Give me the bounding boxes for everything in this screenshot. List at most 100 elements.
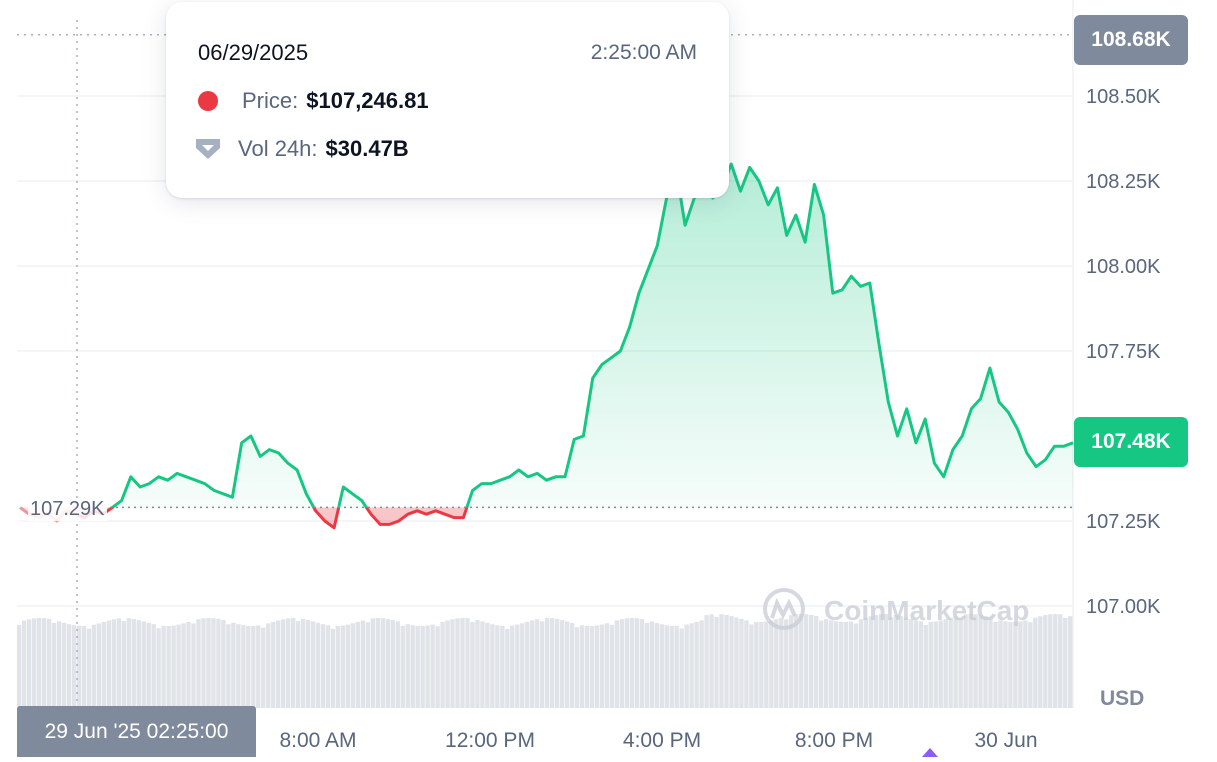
- volume-bar: [804, 614, 809, 708]
- volume-bar: [838, 621, 844, 708]
- volume-bar: [86, 628, 92, 708]
- volume-bar: [246, 625, 251, 708]
- volume-bar: [470, 621, 475, 708]
- volume-bar: [186, 621, 191, 708]
- volume-bar: [943, 619, 948, 708]
- volume-bar: [988, 617, 993, 708]
- volume-bar: [310, 621, 316, 708]
- volume-bar: [485, 622, 490, 708]
- volume-bar: [146, 622, 151, 708]
- volume-bar: [828, 620, 834, 708]
- volume-bar: [724, 614, 729, 708]
- volume-bar: [191, 623, 196, 708]
- tooltip-price-value: $107,246.81: [306, 88, 429, 113]
- volume-bar: [545, 618, 550, 708]
- volume-bar: [241, 625, 246, 708]
- volume-bar: [878, 614, 884, 708]
- volume-bar: [589, 625, 595, 708]
- volume-bar: [131, 618, 136, 708]
- volume-bar: [918, 621, 923, 708]
- volume-bar: [1053, 614, 1058, 708]
- volume-bar: [315, 622, 321, 708]
- volume-bar: [101, 621, 107, 708]
- volume-bar: [126, 618, 131, 708]
- volume-bar: [624, 618, 630, 708]
- volume-bar: [236, 624, 241, 708]
- volume-bar: [1058, 614, 1063, 708]
- volume-bar: [375, 618, 381, 708]
- volume-bar: [266, 623, 271, 708]
- volume-bar: [430, 624, 435, 708]
- volume-bar: [594, 625, 600, 708]
- currency-label[interactable]: USD: [1100, 687, 1145, 710]
- volume-bar: [151, 624, 156, 708]
- volume-bar: [1013, 621, 1018, 708]
- volume-bar: [106, 620, 112, 708]
- event-marker-icon: [922, 748, 938, 757]
- volume-bar: [465, 618, 470, 708]
- volume-bar: [171, 625, 176, 708]
- x-tick-label: 30 Jun: [974, 729, 1037, 752]
- volume-bar: [609, 624, 615, 708]
- volume-bar: [629, 618, 635, 708]
- volume-bar: [759, 621, 764, 708]
- volume-bar: [405, 624, 410, 708]
- volume-bar: [221, 619, 226, 708]
- volume-bar: [440, 621, 445, 708]
- volume-bar: [664, 625, 669, 708]
- volume-bar: [425, 625, 430, 708]
- volume-bar: [96, 623, 102, 708]
- volume-bar: [330, 628, 336, 708]
- volume-bar: [261, 627, 266, 708]
- volume-bar: [281, 619, 286, 708]
- volume-bar: [395, 621, 400, 708]
- volume-bar: [749, 624, 754, 708]
- volume-bar: [714, 617, 719, 708]
- volume-bar: [420, 625, 425, 708]
- volume-bar: [256, 625, 261, 708]
- volume-bar: [729, 616, 734, 708]
- volume-bar: [654, 622, 659, 708]
- volume-bar: [913, 620, 918, 708]
- volume-bar: [156, 628, 161, 708]
- volume-bar: [325, 625, 331, 708]
- y-tick-label: 107.75K: [1086, 341, 1161, 363]
- price-line-up: [20, 162, 1074, 508]
- volume-bar: [968, 614, 973, 708]
- volume-bar: [853, 623, 859, 708]
- y-tick-label: 107.00K: [1086, 596, 1161, 618]
- volume-bar: [789, 615, 794, 708]
- volume-bar: [674, 625, 679, 708]
- volume-bar: [784, 619, 789, 708]
- volume-bar: [669, 625, 674, 708]
- volume-bar: [754, 621, 759, 708]
- watermark-text: CoinMarketCap: [824, 595, 1029, 626]
- volume-bar: [91, 624, 97, 708]
- volume-bar: [350, 623, 356, 708]
- price-dot-icon: [198, 91, 218, 111]
- volume-bar: [843, 621, 849, 708]
- volume-bar: [136, 619, 141, 708]
- volume-bar: [340, 625, 346, 708]
- volume-bar: [490, 624, 495, 708]
- volume-bar: [31, 618, 37, 708]
- volume-bar: [848, 621, 854, 708]
- volume-bar: [993, 622, 998, 708]
- volume-bar: [445, 620, 450, 708]
- volume-bar: [355, 621, 361, 708]
- volume-bar: [978, 615, 983, 708]
- volume-bar: [216, 618, 221, 708]
- price-area-up: [112, 164, 1073, 508]
- volume-bar: [161, 625, 166, 708]
- volume-bar: [176, 624, 181, 708]
- tooltip-price-row: Price: $107,246.81: [198, 88, 429, 114]
- tooltip-volume-value: $30.47B: [325, 136, 409, 161]
- volume-bar: [699, 620, 704, 708]
- volume-bar: [1018, 621, 1023, 708]
- volume-bar: [639, 618, 645, 708]
- volume-bar: [679, 628, 684, 708]
- volume-bar: [953, 616, 958, 708]
- volume-bar: [455, 618, 460, 708]
